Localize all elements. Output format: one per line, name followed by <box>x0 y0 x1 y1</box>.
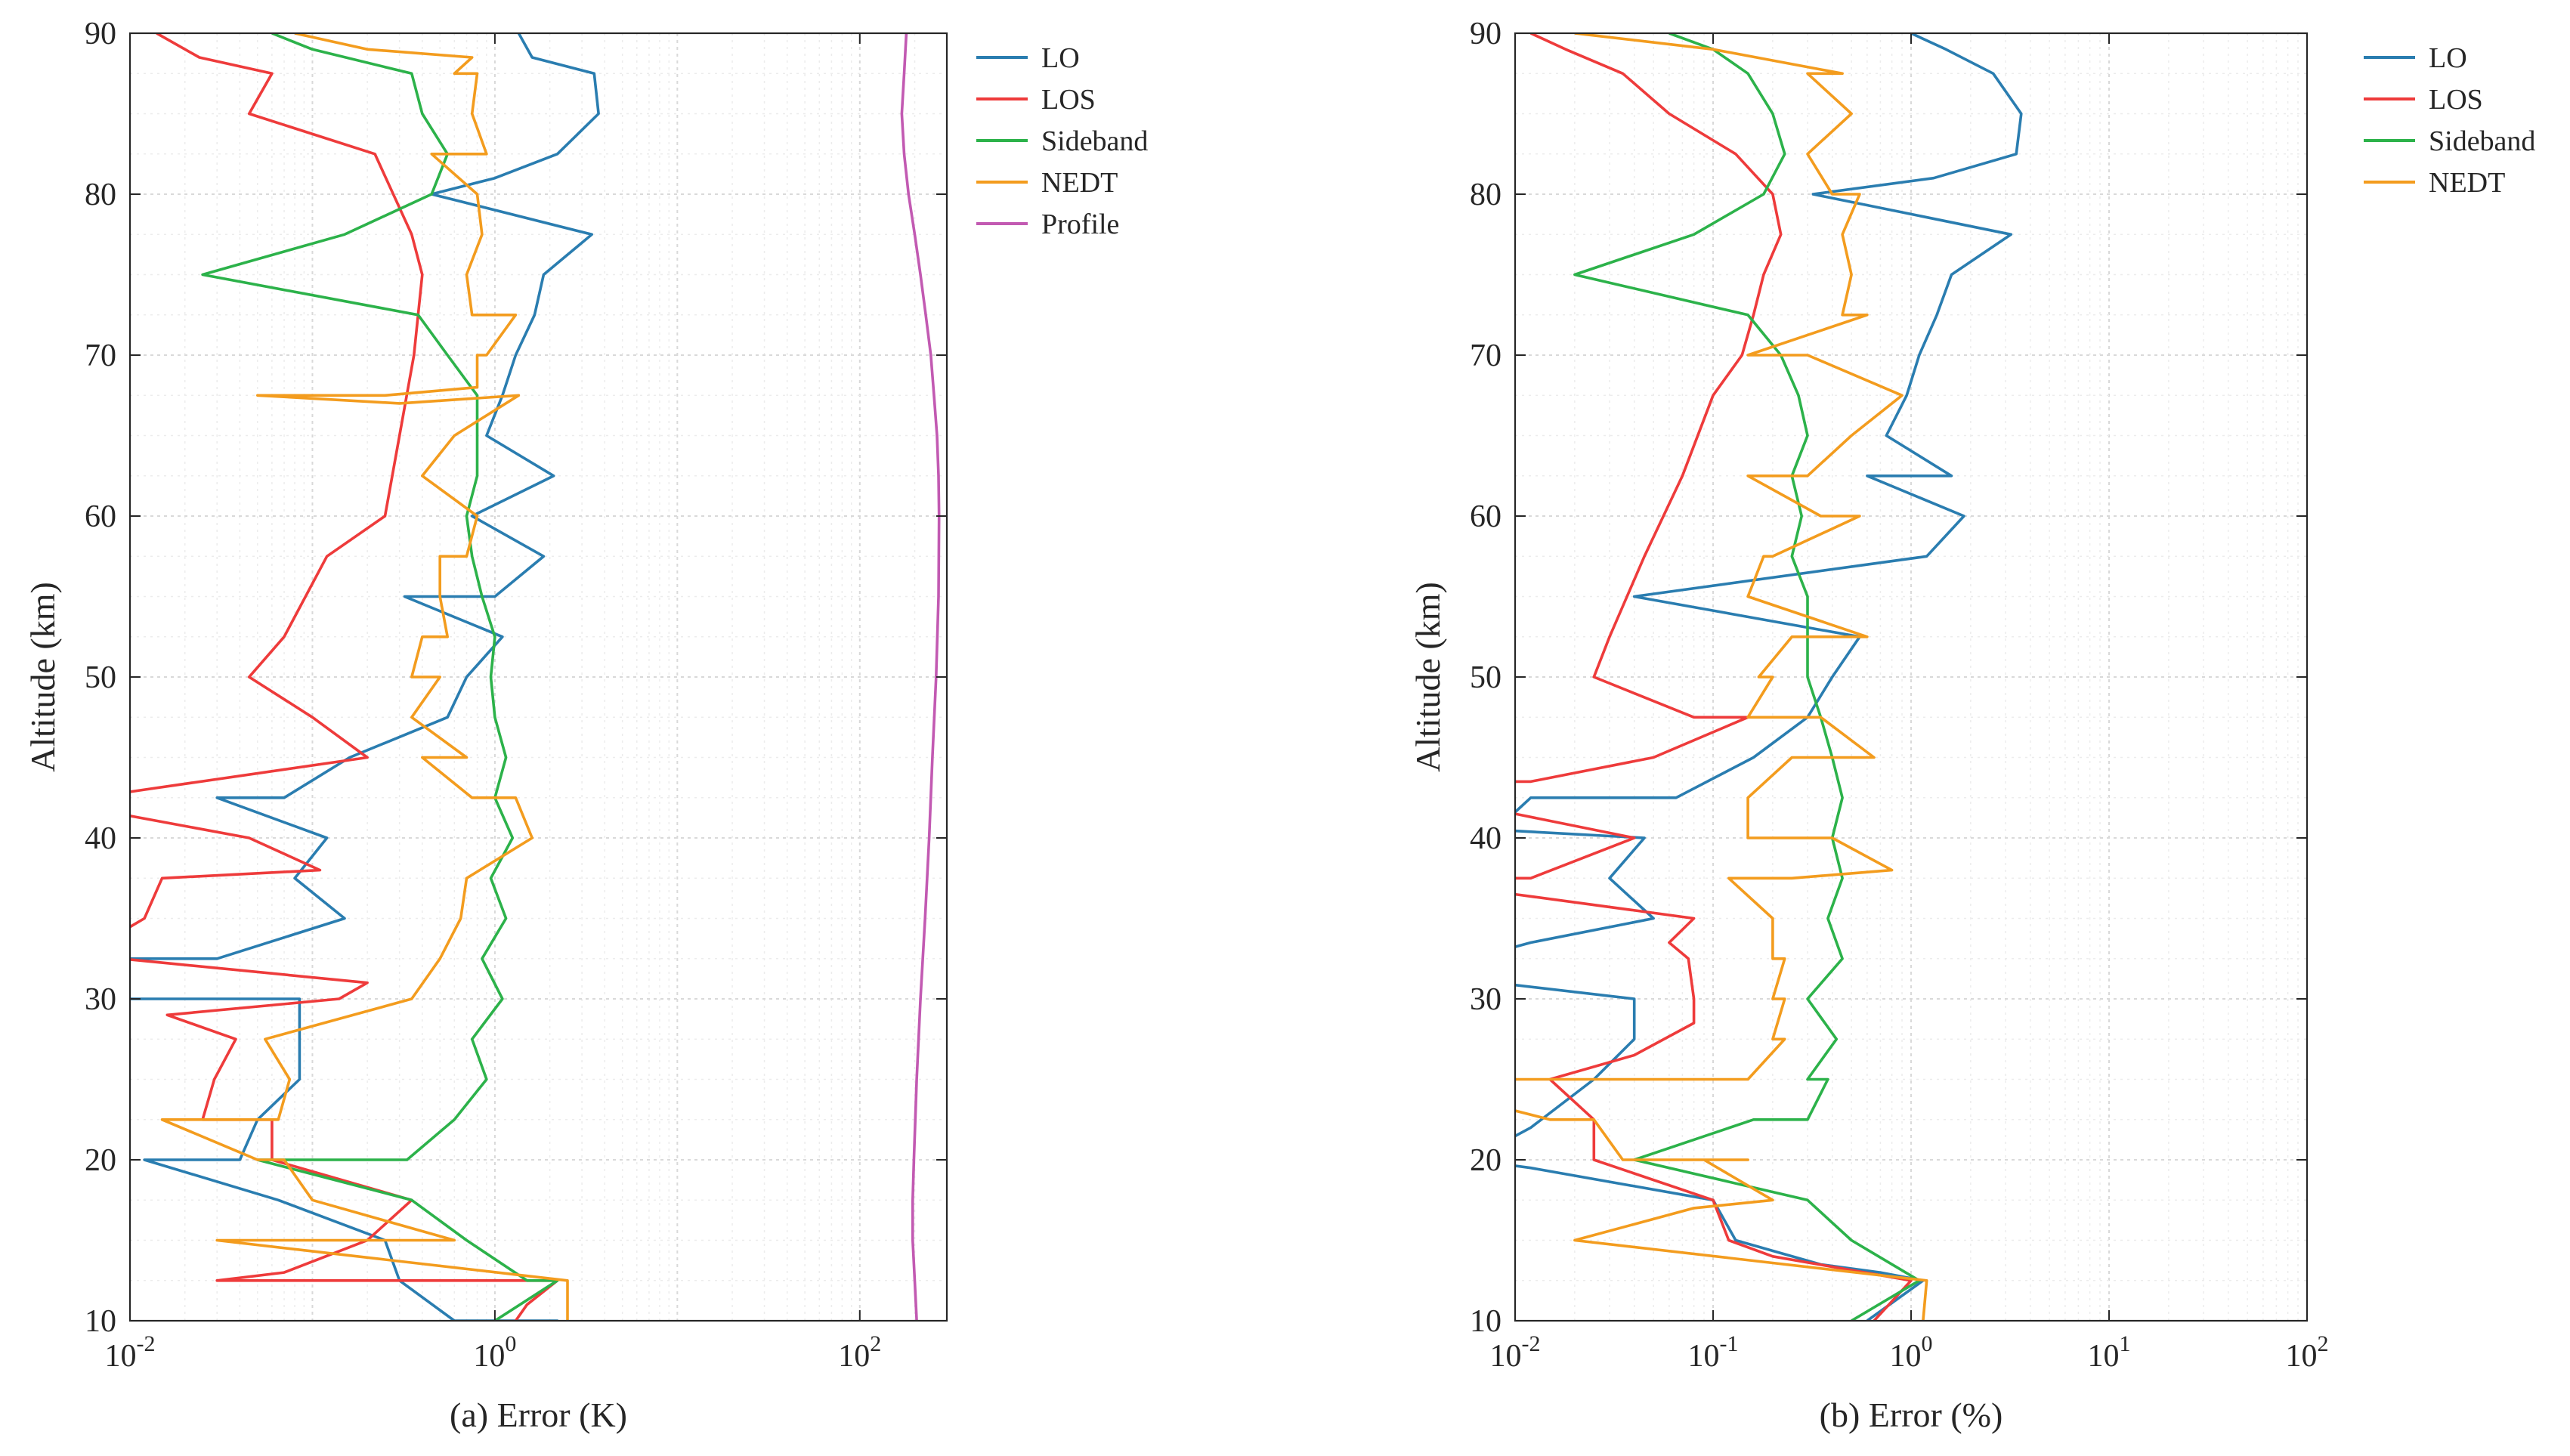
legend-label-profile: Profile <box>1041 209 1119 240</box>
y-tick-label: 80 <box>85 178 116 212</box>
legend-label-nedt: NEDT <box>2429 167 2505 199</box>
panel-a-error-k: 10-2 100 102 10 20 30 40 50 60 70 80 90 (a) Error (K… <box>23 17 1148 1434</box>
y-tick-label: 20 <box>1470 1143 1501 1178</box>
series-line-lo <box>130 33 600 1321</box>
y-tick-label: 90 <box>85 17 116 51</box>
y-tick-label: 40 <box>85 821 116 856</box>
legend-label-sideband: Sideband <box>1041 125 1148 157</box>
y-tick-label: 30 <box>85 982 116 1017</box>
legend: LO LOS Sideband NEDT <box>2364 42 2535 199</box>
y-tick-label: 90 <box>1470 17 1501 51</box>
x-tick-label: 10-2 <box>1490 1331 1541 1374</box>
series-line-nedt <box>1515 33 1928 1321</box>
x-tick-label: 10-2 <box>105 1331 156 1374</box>
series-line-los <box>130 33 559 1321</box>
legend-label-lo: LO <box>2429 42 2467 74</box>
y-tick-label: 60 <box>85 499 116 534</box>
series-lines <box>1515 33 2023 1321</box>
y-tick-label: 10 <box>1470 1304 1501 1339</box>
y-tick-label: 70 <box>85 338 116 373</box>
x-tick-label: 102 <box>2286 1331 2329 1374</box>
x-tick-label: 102 <box>838 1331 881 1374</box>
x-tick-label: 101 <box>2088 1331 2131 1374</box>
x-tick-label: 10-1 <box>1688 1331 1739 1374</box>
series-line-los <box>1515 33 1913 1321</box>
x-tick-label: 100 <box>473 1331 516 1374</box>
legend-label-lo: LO <box>1041 42 1080 74</box>
x-tick-label: 100 <box>1890 1331 1933 1374</box>
legend-label-los: LOS <box>1041 84 1096 116</box>
y-tick-label: 40 <box>1470 821 1501 856</box>
y-tick-label: 50 <box>85 660 116 695</box>
legend-label-los: LOS <box>2429 84 2483 116</box>
x-axis-label: (b) Error (%) <box>1820 1396 2003 1434</box>
panel-b-error-percent: 10-2 10-1 100 101 102 10 20 30 40 50 60 70 80 90 (b) E… <box>1409 17 2535 1434</box>
y-tick-label: 10 <box>85 1304 116 1339</box>
legend-label-nedt: NEDT <box>1041 167 1118 199</box>
x-axis-label: (a) Error (K) <box>450 1396 627 1434</box>
y-tick-label: 20 <box>85 1143 116 1178</box>
y-tick-label: 70 <box>1470 338 1501 373</box>
legend: LO LOS Sideband NEDT Profile <box>976 42 1148 240</box>
y-axis-label: Altitude (km) <box>23 582 62 772</box>
y-tick-label: 30 <box>1470 982 1501 1017</box>
y-tick-label: 80 <box>1470 178 1501 212</box>
series-line-sideband <box>201 33 559 1321</box>
series-line-nedt <box>160 33 569 1321</box>
y-tick-label: 60 <box>1470 499 1501 534</box>
series-line-lo <box>1515 33 2023 1321</box>
y-axis-label: Altitude (km) <box>1409 582 1447 772</box>
y-tick-label: 50 <box>1470 660 1501 695</box>
legend-label-sideband: Sideband <box>2429 125 2535 157</box>
